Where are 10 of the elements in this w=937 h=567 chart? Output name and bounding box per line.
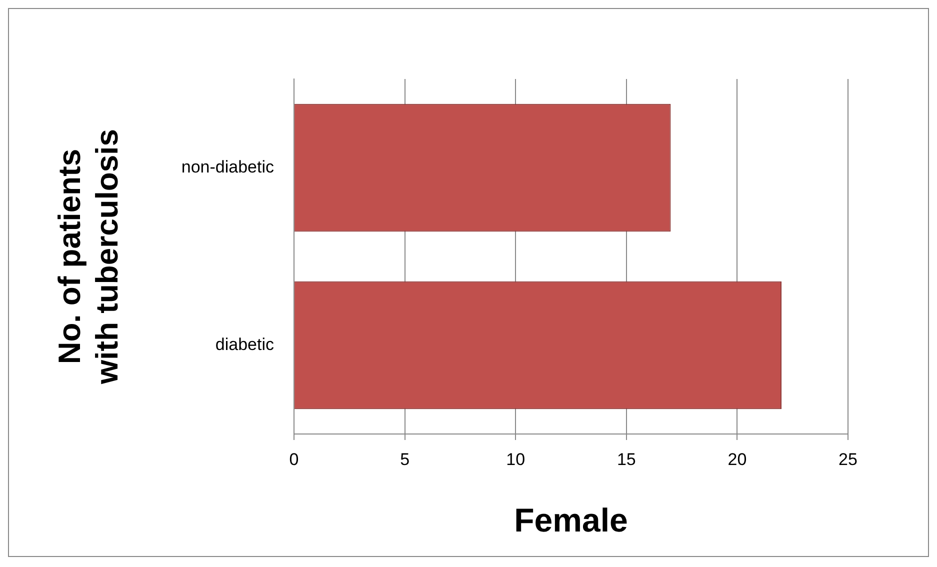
x-tick-label: 25	[838, 450, 858, 469]
x-tick-label: 0	[289, 450, 299, 469]
x-axis-title: Female	[514, 501, 628, 538]
x-tick-label: 20	[728, 450, 747, 469]
y-axis-title: No. of patients with tuberculosis	[52, 129, 124, 385]
x-tick-label: 15	[616, 450, 636, 469]
x-tick-label: 10	[506, 450, 526, 469]
y-tick-label: non-diabetic	[181, 157, 275, 176]
x-tick-label: 5	[400, 450, 410, 469]
y-tick-label: diabetic	[215, 334, 275, 354]
